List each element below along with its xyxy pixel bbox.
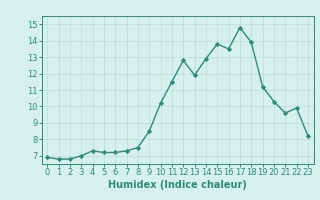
- X-axis label: Humidex (Indice chaleur): Humidex (Indice chaleur): [108, 180, 247, 190]
